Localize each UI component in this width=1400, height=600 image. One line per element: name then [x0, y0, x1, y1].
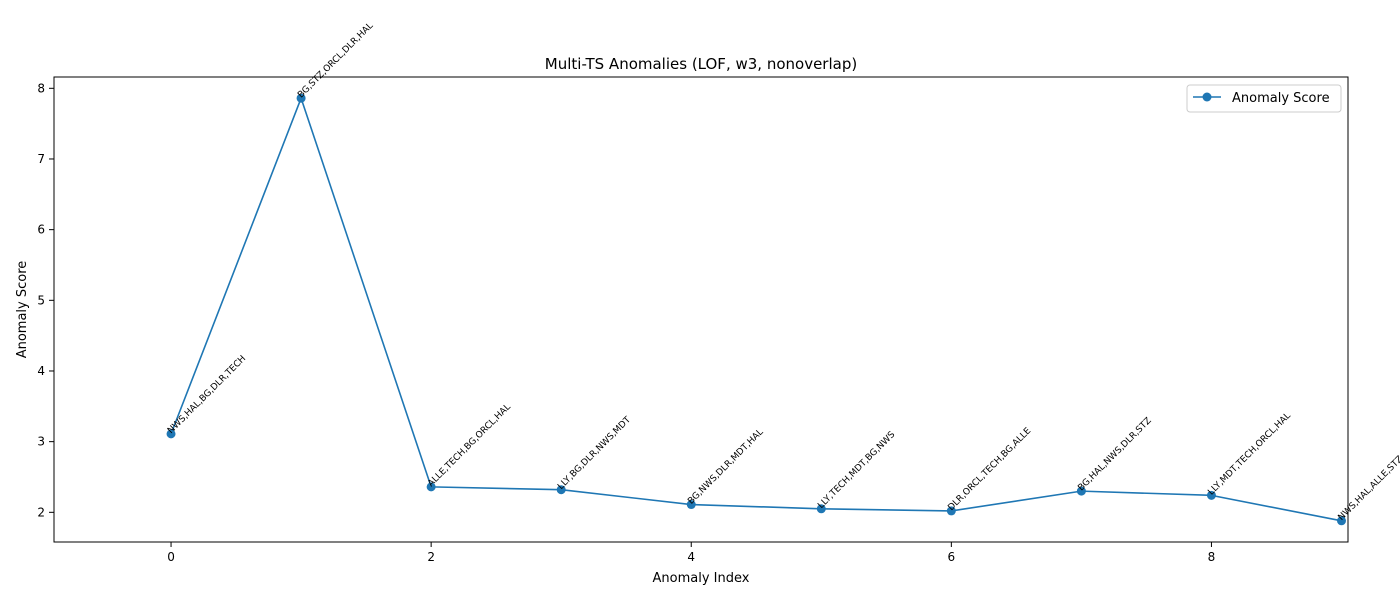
y-axis-label: Anomaly Score: [15, 261, 30, 359]
y-tick-label: 8: [37, 81, 45, 95]
x-tick-label: 4: [687, 550, 695, 564]
data-point: [946, 506, 956, 516]
data-point: [686, 500, 696, 510]
x-tick-label: 2: [427, 550, 435, 564]
plot-frame: [53, 76, 1349, 543]
legend-box: [1186, 84, 1342, 113]
y-axis: 2 3 4 5 6 7 8: [37, 81, 54, 519]
x-tick-label: 6: [948, 550, 956, 564]
data-point: [1206, 490, 1216, 500]
y-tick-label: 2: [37, 505, 45, 519]
chart-title: Multi-TS Anomalies (LOF, w3, nonoverlap): [545, 55, 857, 73]
plot-area: [54, 77, 1348, 542]
y-tick-label: 5: [37, 293, 45, 307]
x-axis: 0 2 4 6 8: [167, 542, 1215, 564]
data-point: [556, 485, 566, 495]
data-point: [296, 93, 306, 103]
series-line: [170, 97, 1342, 522]
x-axis-label: Anomaly Index: [653, 571, 750, 586]
legend: Anomaly Score: [1186, 84, 1342, 113]
series-layer: [166, 93, 1346, 526]
data-point: [426, 482, 436, 492]
legend-label: Anomaly Score: [1232, 91, 1330, 106]
x-tick-label: 8: [1208, 550, 1216, 564]
data-point: [166, 429, 176, 439]
y-tick-label: 3: [37, 435, 45, 449]
data-point: [1336, 516, 1346, 526]
y-tick-label: 4: [37, 364, 45, 378]
data-point: [1076, 486, 1086, 496]
data-point: [816, 504, 826, 514]
legend-marker: [1202, 92, 1212, 102]
y-tick-label: 6: [37, 223, 45, 237]
y-tick-label: 7: [37, 152, 45, 166]
x-tick-label: 0: [167, 550, 175, 564]
